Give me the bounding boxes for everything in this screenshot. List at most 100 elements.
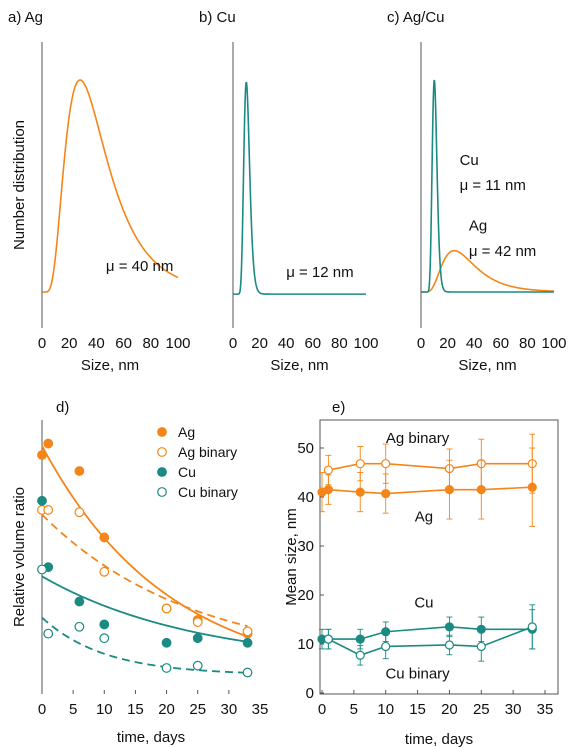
y-tick-label: 30 [297, 538, 314, 555]
series-line [328, 626, 533, 657]
x-tick-label: 20 [439, 335, 456, 352]
x-tick-label: 30 [221, 701, 238, 718]
data-point [527, 482, 537, 492]
fit-line [41, 575, 248, 643]
panels: a) Ag 0 20 40 60 80 100 Size, nm Number distribu… [8, 9, 567, 747]
y-tick-label: 50 [297, 440, 314, 457]
series-line [328, 462, 533, 471]
x-tick-label: 30 [505, 701, 522, 718]
x-tick-label: 0 [229, 335, 237, 352]
annotation: μ = 40 nm [106, 258, 173, 275]
data-point [37, 564, 47, 575]
annotation: Ag [415, 509, 433, 526]
x-axis-title: Size, nm [458, 357, 516, 374]
x-tick-label: 40 [466, 335, 483, 352]
series-line [421, 79, 554, 293]
panel-label: a) Ag [8, 9, 43, 26]
data-point [527, 622, 537, 632]
x-tick-label: 20 [251, 335, 268, 352]
x-tick-label: 15 [409, 701, 426, 718]
panel-d: d) 0 5 10 15 20 25 30 35 time, days Relative volum… [11, 399, 268, 746]
data-point [161, 603, 172, 614]
y-axis-title: Number distribution [11, 120, 28, 250]
data-point [74, 621, 85, 632]
x-tick-label: 80 [331, 335, 348, 352]
y-axis-title: Mean size, nm [283, 508, 300, 606]
x-tick-label: 5 [350, 701, 358, 718]
data-point [242, 667, 253, 678]
data-point [323, 485, 333, 495]
annotation: Ag [469, 218, 487, 235]
data-point [355, 487, 365, 497]
data-point [242, 637, 253, 648]
x-tick-label: 0 [417, 335, 425, 352]
series-line [421, 249, 555, 293]
x-tick-label: 5 [69, 701, 77, 718]
x-axis-title: Size, nm [81, 357, 139, 374]
data-point [381, 641, 391, 652]
data-point [355, 634, 365, 644]
series-line [233, 81, 366, 295]
series-line [322, 626, 533, 640]
x-tick-label: 80 [142, 335, 159, 352]
x-tick-label: 60 [115, 335, 132, 352]
data-point [37, 450, 47, 460]
data-point [99, 532, 110, 543]
x-tick-label: 100 [165, 335, 190, 352]
data-point [381, 459, 391, 469]
annotation: Cu binary [385, 665, 450, 682]
data-point [323, 465, 333, 475]
x-tick-label: 15 [127, 701, 144, 718]
annotation: μ = 42 nm [469, 243, 536, 260]
x-tick-label: 0 [318, 701, 326, 718]
data-point [74, 507, 85, 518]
panel-label: e) [332, 399, 345, 416]
data-point [444, 622, 455, 632]
data-point [43, 505, 54, 515]
data-point [444, 485, 455, 495]
annotation: μ = 12 nm [286, 264, 353, 281]
x-tick-label: 0 [38, 701, 46, 718]
y-tick-label: 0 [306, 685, 314, 702]
data-point [74, 596, 85, 607]
x-tick-label: 25 [189, 701, 206, 718]
x-tick-label: 100 [353, 335, 378, 352]
data-point [161, 637, 172, 648]
legend-marker [157, 467, 167, 477]
data-point [355, 650, 365, 660]
x-tick-label: 20 [441, 701, 458, 718]
data-point [242, 626, 253, 637]
data-point [161, 663, 172, 673]
legend-label: Ag [178, 424, 195, 440]
data-point [192, 660, 203, 671]
x-tick-label: 80 [519, 335, 536, 352]
data-point [192, 617, 203, 628]
panel-c: c) Ag/Cu 0 20 40 60 80 100 Size, nm Cu μ = 11 nm A… [387, 9, 567, 374]
panel-e: e) 0 10 20 30 40 50 0 5 10 15 20 25 30 35 time, days Mea… [283, 399, 559, 747]
annotation: μ = 11 nm [460, 177, 526, 194]
data-point [476, 485, 486, 495]
legend-label: Cu [178, 464, 196, 480]
x-tick-label: 60 [304, 335, 321, 352]
y-tick-label: 20 [297, 587, 314, 604]
annotation: Cu [414, 594, 433, 611]
y-axis-title: Relative volume ratio [11, 487, 28, 627]
series-line [42, 79, 179, 293]
data-point [74, 466, 85, 476]
panel-label: d) [56, 399, 69, 416]
x-tick-label: 20 [158, 701, 175, 718]
series-line [321, 486, 533, 495]
data-point [355, 459, 365, 469]
x-tick-label: 25 [473, 701, 490, 718]
panel-b: b) Cu 0 20 40 60 80 100 Size, nm μ = 12 nm [199, 9, 379, 374]
legend-label: Cu binary [178, 484, 238, 500]
legend-marker [157, 487, 167, 497]
panel-label: c) Ag/Cu [387, 9, 445, 26]
y-tick-label: 40 [297, 489, 314, 506]
data-point [43, 438, 54, 449]
legend-marker [157, 427, 167, 437]
data-point [99, 566, 110, 577]
legend-marker [157, 447, 167, 457]
x-tick-label: 60 [492, 335, 509, 352]
